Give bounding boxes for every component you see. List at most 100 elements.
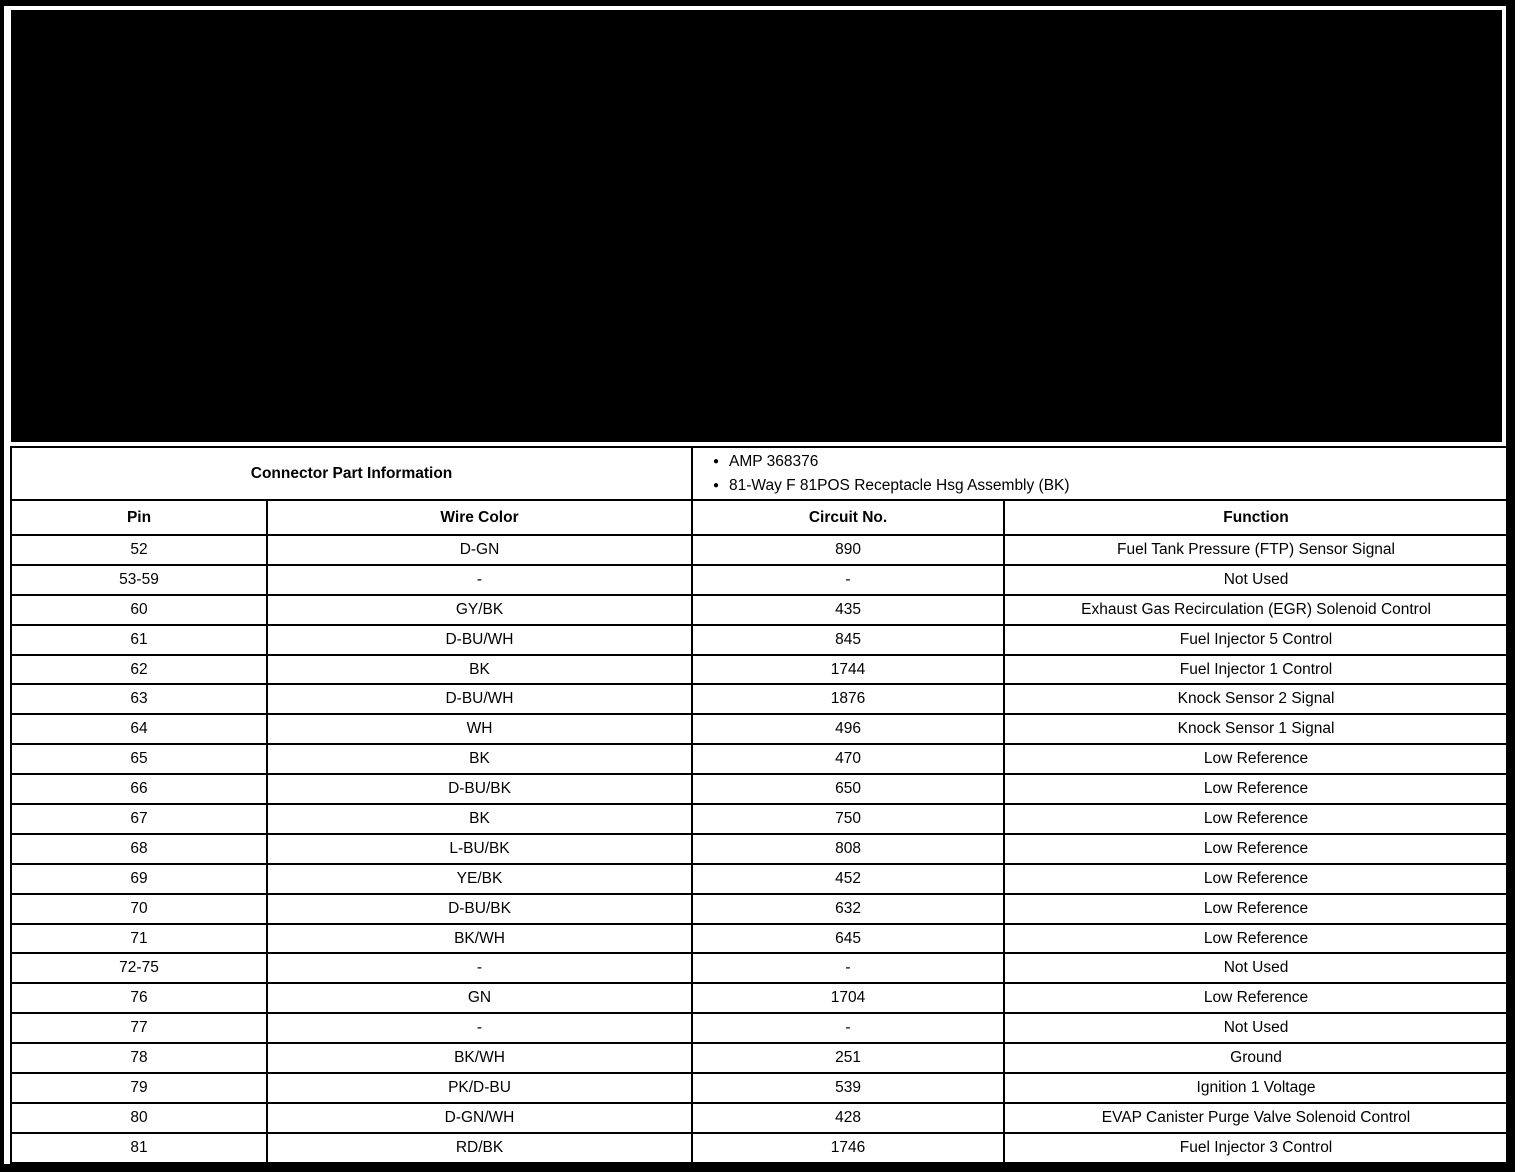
wire-color-cell: D-BU/WH [265,623,694,656]
pin-cell: 72-75 [10,952,268,985]
function-cell: Low Reference [1003,832,1510,865]
wire-color-cell: - [265,563,694,596]
function-cell: Fuel Tank Pressure (FTP) Sensor Signal [1003,534,1510,566]
function-cell: Not Used [1003,1012,1510,1045]
part-info-item-text: AMP 368376 [729,452,819,470]
pin-cell: 52 [10,534,268,566]
table-row: 77 - - Not Used [10,1012,1510,1045]
table-row: 60 GY/BK 435 Exhaust Gas Recirculation (… [10,593,1510,626]
table-row: 52 D-GN 890 Fuel Tank Pressure (FTP) Sen… [10,534,1510,566]
part-info-item: AMP 368376 [703,450,1506,474]
wire-color-cell: GN [265,982,694,1015]
function-cell: Fuel Injector 3 Control [1003,1131,1510,1165]
function-cell: Low Reference [1003,862,1510,895]
wire-color-cell: D-BU/WH [265,683,694,716]
wire-color-cell: D-BU/BK [265,773,694,806]
pin-cell: 60 [10,593,268,626]
function-cell: Low Reference [1003,982,1510,1015]
circuit-no-cell: 1746 [691,1131,1006,1165]
column-header-row: Pin Wire Color Circuit No. Function [10,499,1510,536]
part-info-item-text: 81-Way F 81POS Receptacle Hsg Assembly (… [729,476,1070,494]
function-cell: Knock Sensor 1 Signal [1003,713,1510,746]
table-row: 61 D-BU/WH 845 Fuel Injector 5 Control [10,623,1510,656]
column-header-circuit-no: Circuit No. [691,499,1006,536]
pin-cell: 63 [10,683,268,716]
pin-cell: 53-59 [10,563,268,596]
circuit-no-cell: - [691,1012,1006,1045]
function-cell: EVAP Canister Purge Valve Solenoid Contr… [1003,1101,1510,1134]
wire-color-cell: BK/WH [265,922,694,955]
circuit-no-cell: 808 [691,832,1006,865]
table-row: 71 BK/WH 645 Low Reference [10,922,1510,955]
function-cell: Ignition 1 Voltage [1003,1072,1510,1104]
wire-color-cell: YE/BK [265,862,694,895]
wire-color-cell: WH [265,713,694,746]
table-row: 76 GN 1704 Low Reference [10,982,1510,1015]
function-cell: Low Reference [1003,743,1510,776]
circuit-no-cell: 539 [691,1072,1006,1104]
table-row: 78 BK/WH 251 Ground [10,1042,1510,1075]
function-cell: Not Used [1003,563,1510,596]
table-row: 68 L-BU/BK 808 Low Reference [10,832,1510,865]
circuit-no-cell: 750 [691,803,1006,835]
circuit-no-cell: 470 [691,743,1006,776]
wire-color-cell: - [265,1012,694,1045]
circuit-no-cell: 845 [691,623,1006,656]
table-row: 64 WH 496 Knock Sensor 1 Signal [10,713,1510,746]
circuit-no-cell: 428 [691,1101,1006,1134]
function-cell: Knock Sensor 2 Signal [1003,683,1510,716]
table-row: 80 D-GN/WH 428 EVAP Canister Purge Valve… [10,1101,1510,1134]
pin-cell: 69 [10,862,268,895]
table-row: 62 BK 1744 Fuel Injector 1 Control [10,653,1510,686]
wire-color-cell: BK [265,743,694,776]
wire-color-cell: BK [265,803,694,835]
function-cell: Low Reference [1003,922,1510,955]
circuit-no-cell: 452 [691,862,1006,895]
column-header-pin: Pin [10,499,268,536]
pin-cell: 65 [10,743,268,776]
table-row: 79 PK/D-BU 539 Ignition 1 Voltage [10,1072,1510,1104]
function-cell: Exhaust Gas Recirculation (EGR) Solenoid… [1003,593,1510,626]
function-cell: Low Reference [1003,892,1510,925]
function-cell: Low Reference [1003,803,1510,835]
circuit-no-cell: - [691,563,1006,596]
circuit-no-cell: 1744 [691,653,1006,686]
pin-cell: 80 [10,1101,268,1134]
pin-cell: 79 [10,1072,268,1104]
pin-cell: 67 [10,803,268,835]
part-info-item: 81-Way F 81POS Receptacle Hsg Assembly (… [703,474,1506,498]
part-info-row: Connector Part Information AMP 368376 81… [9,446,1510,501]
circuit-no-cell: 251 [691,1042,1006,1075]
pin-cell: 62 [10,653,268,686]
table-row: 65 BK 470 Low Reference [10,743,1510,776]
table-row: 70 D-BU/BK 632 Low Reference [10,892,1510,925]
pinout-table: Connector Part Information AMP 368376 81… [9,446,1510,1165]
function-cell: Fuel Injector 5 Control [1003,623,1510,656]
circuit-no-cell: 1704 [691,982,1006,1015]
circuit-no-cell: 645 [691,922,1006,955]
column-header-wire-color: Wire Color [265,499,694,536]
circuit-no-cell: 496 [691,713,1006,746]
circuit-no-cell: 890 [691,534,1006,566]
circuit-no-cell: 435 [691,593,1006,626]
circuit-no-cell: - [691,952,1006,985]
wire-color-cell: - [265,952,694,985]
function-cell: Not Used [1003,952,1510,985]
pin-cell: 78 [10,1042,268,1075]
bullet-icon [703,450,729,474]
pin-cell: 76 [10,982,268,1015]
pin-cell: 66 [10,773,268,806]
pin-cell: 68 [10,832,268,865]
circuit-no-cell: 632 [691,892,1006,925]
circuit-no-cell: 1876 [691,683,1006,716]
column-header-function: Function [1003,499,1510,536]
bullet-icon [703,474,729,498]
connector-image [11,10,1502,442]
table-row: 81 RD/BK 1746 Fuel Injector 3 Control [10,1131,1510,1165]
pin-cell: 71 [10,922,268,955]
table-row: 69 YE/BK 452 Low Reference [10,862,1510,895]
table-row: 67 BK 750 Low Reference [10,803,1510,835]
wire-color-cell: D-BU/BK [265,892,694,925]
wire-color-cell: GY/BK [265,593,694,626]
